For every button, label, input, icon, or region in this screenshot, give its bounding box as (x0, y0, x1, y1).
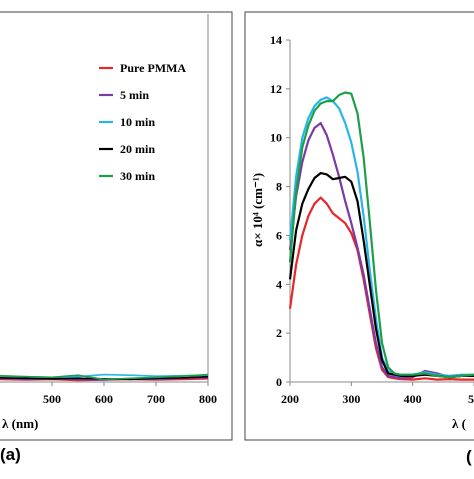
panel-b-x-tick-label-400: 400 (404, 392, 422, 406)
panel-a-plot-area (0, 14, 209, 383)
panel-a-legend-label-5-min: 5 min (120, 88, 149, 102)
panel-b-x-tick-label-300: 300 (342, 392, 360, 406)
panel-b-y-tick-label-12: 12 (270, 82, 282, 96)
panel-b-y-tick-label-10: 10 (270, 131, 282, 145)
panel-b-y-tick-label-0: 0 (276, 375, 282, 389)
panel-a-x-axis-label: λ (nm) (2, 416, 38, 431)
panel-b: 0 2 4 6 8 10 12 14 200 300 400 50 α× 10⁴ (cm⁻¹) λ ( (244, 11, 474, 441)
panel-a-label: (a) (0, 445, 21, 464)
panel-a-x-tick-label-500: 500 (43, 392, 61, 406)
panel-b-y-tick-label-6: 6 (276, 228, 282, 242)
panel-a-legend-label-pure-pmma: Pure PMMA (120, 61, 186, 75)
panel-b-series-5-min (288, 121, 474, 380)
panel-b-y-tick-label-4: 4 (276, 277, 282, 291)
panel-a-x-tick-label-800: 800 (199, 392, 217, 406)
panel-b-frame (244, 11, 474, 441)
panel-b-y-axis-label: α× 10⁴ (cm⁻¹) (250, 173, 265, 247)
panel-b-y-tick-label-8: 8 (276, 180, 282, 194)
panel-a-x-tick-label-600: 600 (95, 392, 113, 406)
panel-a-x-tick-label-700: 700 (147, 392, 165, 406)
panel-a-x-ticks: 500 600 700 800 (43, 382, 217, 406)
panel-a-legend: Pure PMMA 5 min 10 min 20 min 30 min (99, 61, 186, 183)
panel-b-series-20-min (288, 172, 474, 379)
panel-b-x-axis-label: λ ( (452, 416, 466, 431)
panel-b-label: ( (466, 447, 472, 466)
panel-a-legend-label-10-min: 10 min (120, 115, 155, 129)
panel-b-ticks: 0 2 4 6 8 10 12 14 200 300 400 50 (270, 33, 474, 406)
panel-b-y-tick-label-14: 14 (270, 33, 282, 47)
panel-b-x-tick-label-200: 200 (281, 392, 299, 406)
panel-b-plot-area (288, 40, 474, 383)
panel-a-legend-label-30-min: 30 min (120, 169, 155, 183)
panel-a-legend-label-20-min: 20 min (120, 142, 155, 156)
panel-b-x-tick-label-500: 50 (468, 392, 474, 406)
panel-a: 500 600 700 800 λ (nm) Pure PMMA 5 min 10 min… (0, 11, 233, 441)
panel-a-series-30-min (0, 373, 209, 381)
panel-b-series-30-min (288, 91, 474, 379)
panel-b-y-tick-label-2: 2 (276, 326, 282, 340)
panel-b-series-10-min (288, 96, 474, 377)
panel-a-frame (0, 11, 233, 441)
